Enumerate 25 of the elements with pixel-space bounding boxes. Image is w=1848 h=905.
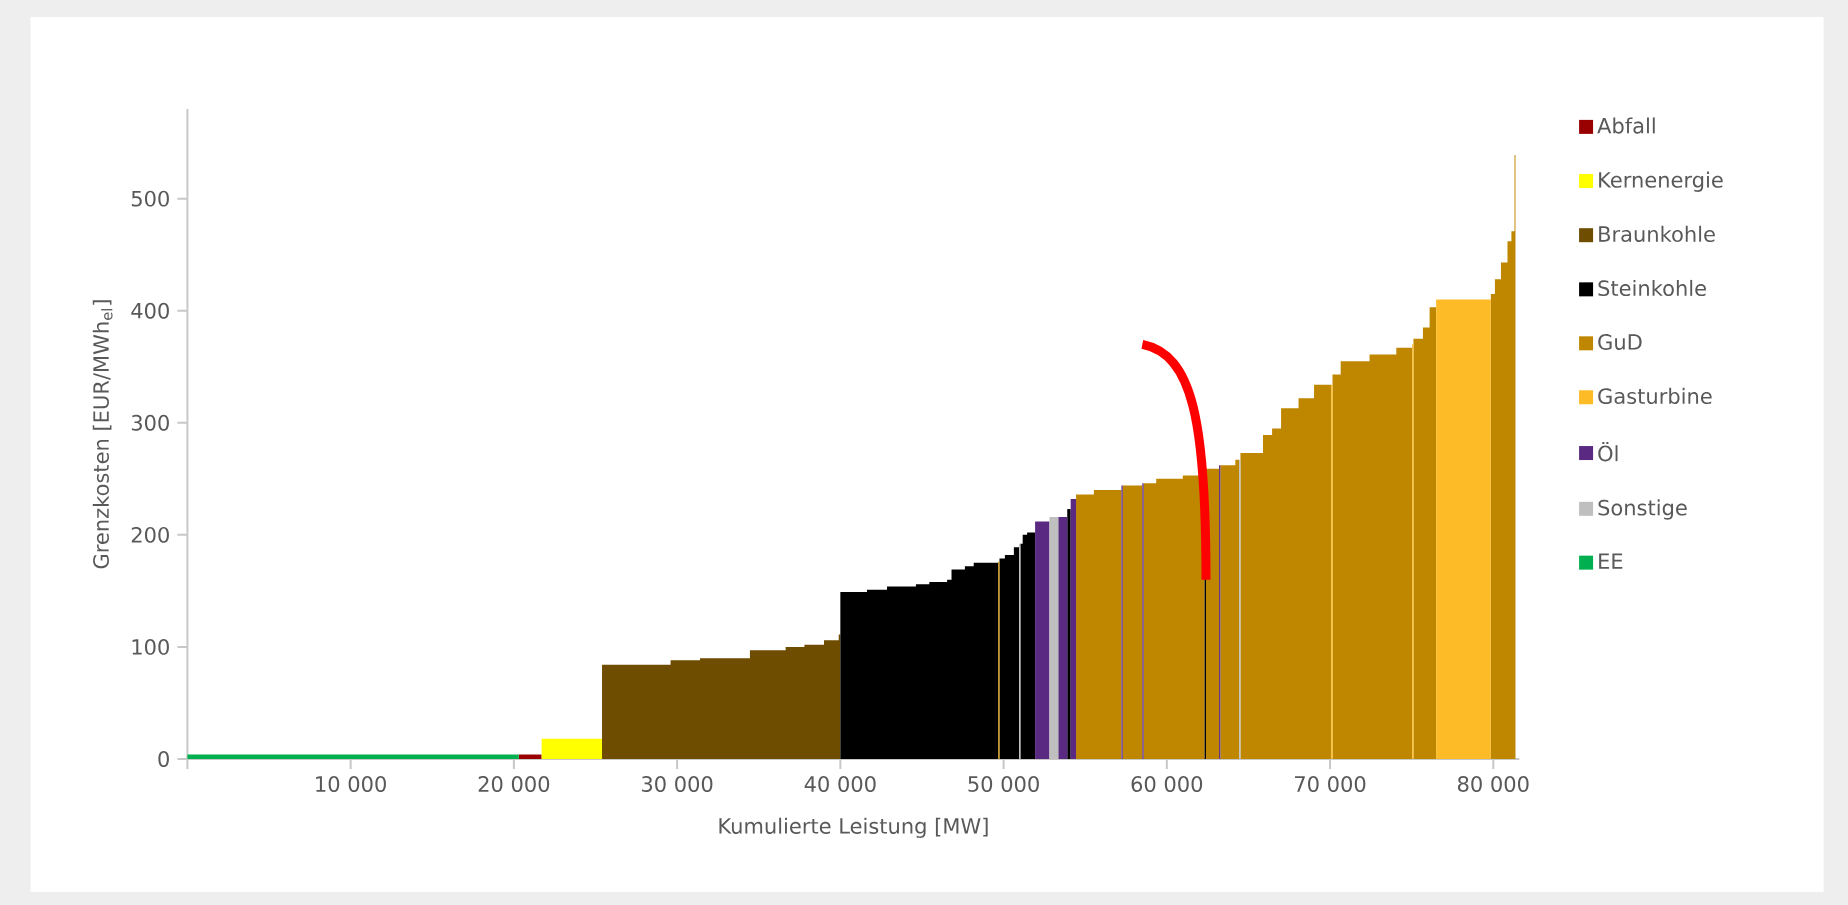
y-tick-label: 200 (131, 526, 169, 543)
x-tick-label: 30 000 (641, 776, 713, 792)
legend-label: GuD (1598, 334, 1642, 350)
legend-label: Steinkohle (1598, 279, 1706, 297)
legend-label: Gasturbine (1598, 387, 1712, 405)
x-tick-label: 20 000 (478, 776, 550, 792)
y-tick-label: 100 (132, 638, 169, 655)
legend-label: Braunkohle (1599, 225, 1715, 242)
legend-label: Sonstige (1598, 499, 1687, 520)
x-tick-label: 70 000 (1295, 776, 1366, 792)
legend-label: Öl (1598, 441, 1618, 462)
y-tick-label: 500 (131, 190, 169, 207)
y-tick-label: 400 (131, 302, 169, 319)
y-axis-title: Grenzkosten [EUR/MWh$_{el}$] (92, 300, 113, 569)
x-tick-label: 80 000 (1457, 776, 1529, 792)
y-tick-label: 300 (131, 414, 169, 431)
x-tick-label: 60 000 (1131, 776, 1203, 792)
legend-label: Abfall (1597, 117, 1655, 134)
legend-label: Kernenergie (1599, 171, 1723, 192)
legend-label: EE (1599, 553, 1623, 569)
x-axis-title: Kumulierte Leistung [MW] (719, 817, 988, 838)
y-tick-label: 0 (158, 751, 169, 767)
x-tick-label: 10 000 (316, 776, 386, 792)
x-tick-label: 50 000 (968, 776, 1039, 792)
x-tick-label: 40 000 (804, 776, 876, 792)
